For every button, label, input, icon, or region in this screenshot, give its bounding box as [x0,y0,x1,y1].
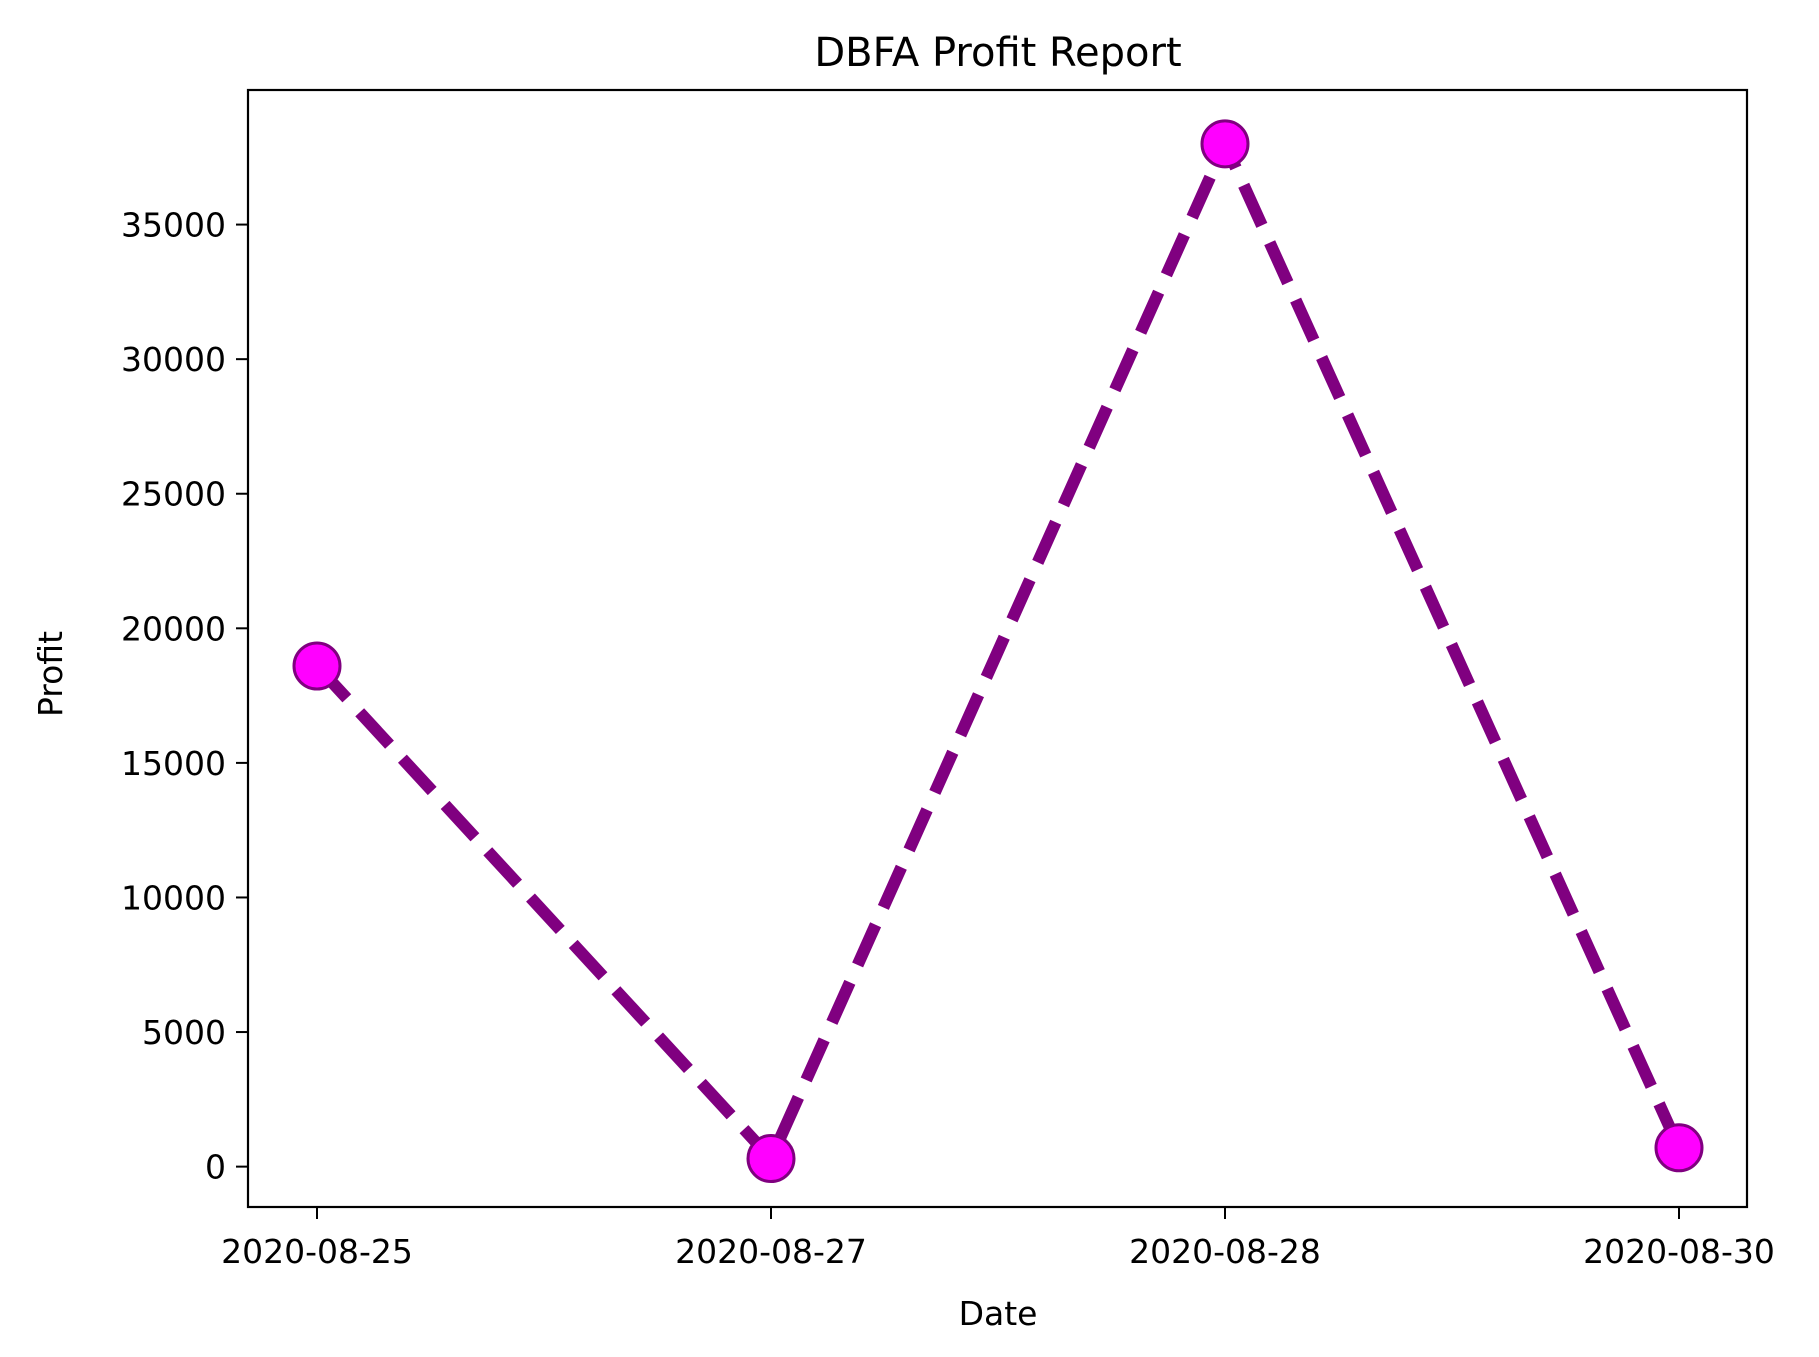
plot-area [246,88,1749,1209]
series-layer [292,119,1704,1184]
y-tick-label: 25000 [121,475,226,514]
y-tick-label: 35000 [121,206,226,245]
x-tick-label: 2020-08-27 [675,1232,867,1271]
chart-title: DBFA Profit Report [814,30,1181,76]
data-point [292,641,342,691]
data-point [746,1134,796,1184]
y-axis-ticks: 0 5000 10000 15000 20000 25000 30000 35000 [121,206,248,1187]
y-axis-label: Profit [31,631,70,717]
y-tick-label: 20000 [121,609,226,648]
x-axis-label: Date [959,1294,1038,1333]
x-axis-ticks: 2020-08-25 2020-08-27 2020-08-28 2020-08-30 [221,1207,1775,1271]
data-point [1200,119,1250,169]
x-tick-label: 2020-08-25 [221,1232,413,1271]
axes-frame [246,88,1749,1209]
data-point [1654,1123,1704,1173]
y-tick-label: 30000 [121,340,226,379]
y-tick-label: 15000 [121,744,226,783]
y-tick-label: 5000 [142,1013,226,1052]
series-line [312,137,1685,1165]
x-tick-label: 2020-08-28 [1129,1232,1321,1271]
y-tick-label: 0 [205,1148,226,1187]
x-tick-label: 2020-08-30 [1583,1232,1775,1271]
y-tick-label: 10000 [121,878,226,917]
